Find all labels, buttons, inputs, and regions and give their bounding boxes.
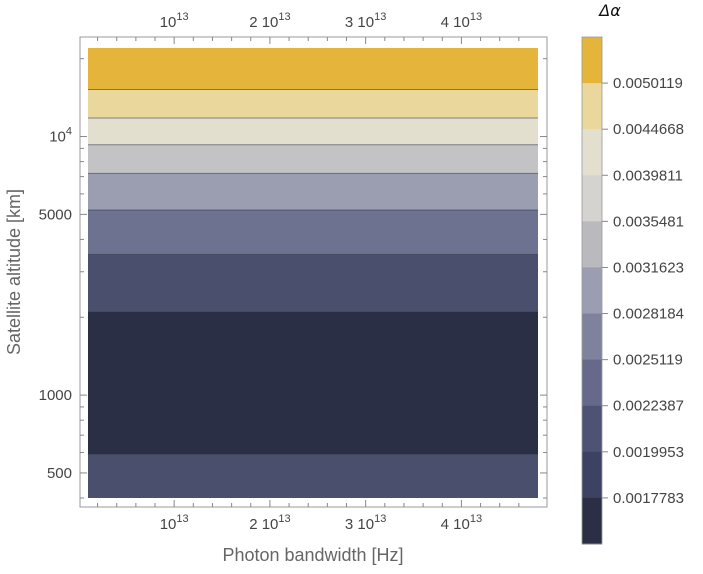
contour-band	[88, 311, 538, 455]
x-axis-top-ticks: 1013 2 1013 3 1013 4 1013	[97, 11, 520, 44]
legend-level-label: 0.0039811	[613, 167, 683, 184]
x-tick-exponent: 13	[470, 513, 482, 525]
legend-title: Δα	[597, 1, 621, 20]
color-legend: 0.0050119 0.0044668 0.0039811 0.0035481 0.00…	[581, 36, 684, 545]
legend-color-swatch	[582, 451, 602, 499]
y-tick-exponent: 4	[66, 126, 72, 138]
legend-level-label: 0.0031623	[613, 259, 684, 276]
contour-band	[88, 89, 538, 118]
x-tick-label: 1013	[160, 513, 189, 533]
legend-level-label: 0.0044668	[613, 121, 684, 138]
y-axis-right-ticks	[540, 58, 547, 499]
x-tick-label: 2 1013	[249, 11, 290, 31]
y-tick-label: 1000	[39, 387, 72, 404]
x-tick-mantissa: 3 10	[345, 516, 374, 533]
y-axis-title: Satellite altitude [km]	[4, 189, 24, 355]
x-tick-mantissa: 4 10	[441, 14, 470, 31]
legend-frame	[581, 36, 603, 545]
legend-color-swatch	[582, 267, 602, 315]
contour-band	[88, 144, 538, 174]
x-tick-exponent: 13	[374, 11, 386, 23]
x-axis-bottom-ticks: 1013 2 1013 3 1013 4 1013	[97, 500, 520, 533]
legend-color-swatch	[582, 83, 602, 130]
legend-color-swatch	[582, 175, 602, 222]
legend-color-swatch	[582, 405, 602, 453]
contour-band	[88, 48, 538, 90]
y-tick-mantissa: 1000	[39, 387, 72, 404]
x-tick-mantissa: 4 10	[441, 516, 470, 533]
contour-band	[88, 173, 538, 210]
legend-color-swatch	[582, 221, 602, 268]
y-tick-mantissa: 500	[47, 465, 72, 482]
x-tick-label: 1013	[160, 11, 189, 31]
x-tick-exponent: 13	[176, 11, 188, 23]
legend-color-swatch	[582, 313, 602, 361]
legend-level-label: 0.0050119	[613, 75, 683, 92]
x-tick-mantissa: 10	[160, 14, 177, 31]
legend-level-label: 0.0035481	[613, 213, 684, 230]
contour-bands	[88, 48, 538, 498]
legend-color-swatch	[582, 129, 602, 176]
contour-band	[88, 209, 538, 255]
legend-color-swatch	[582, 359, 602, 407]
legend-level-label: 0.0017783	[613, 490, 684, 507]
legend-level-label: 0.0022387	[613, 398, 684, 415]
legend-level-label: 0.0028184	[613, 306, 684, 323]
contour-band	[88, 117, 538, 145]
x-tick-mantissa: 10	[160, 516, 177, 533]
x-tick-exponent: 13	[278, 11, 290, 23]
legend-color-swatch	[582, 497, 602, 545]
x-tick-exponent: 13	[470, 11, 482, 23]
legend-color-swatch	[582, 37, 602, 84]
x-tick-mantissa: 3 10	[345, 14, 374, 31]
x-tick-mantissa: 2 10	[249, 14, 278, 31]
y-tick-mantissa: 5000	[39, 206, 72, 223]
x-tick-label: 2 1013	[249, 513, 290, 533]
legend-level-label: 0.0025119	[613, 352, 683, 369]
y-tick-mantissa: 10	[49, 129, 66, 146]
x-tick-exponent: 13	[176, 513, 188, 525]
legend-level-label: 0.0019953	[613, 444, 684, 461]
x-tick-label: 3 1013	[345, 11, 386, 31]
x-tick-exponent: 13	[278, 513, 290, 525]
y-tick-label: 104	[49, 126, 72, 146]
contour-band	[88, 254, 538, 312]
x-tick-label: 4 1013	[441, 513, 482, 533]
x-tick-exponent: 13	[374, 513, 386, 525]
x-tick-label: 4 1013	[441, 11, 482, 31]
y-axis-left-ticks: 500 1000 5000 104	[39, 58, 87, 499]
x-tick-label: 3 1013	[345, 513, 386, 533]
x-axis-title: Photon bandwidth [Hz]	[222, 545, 403, 565]
y-tick-label: 5000	[39, 206, 72, 223]
contour-band	[88, 454, 538, 498]
x-tick-mantissa: 2 10	[249, 516, 278, 533]
y-tick-label: 500	[47, 465, 72, 482]
